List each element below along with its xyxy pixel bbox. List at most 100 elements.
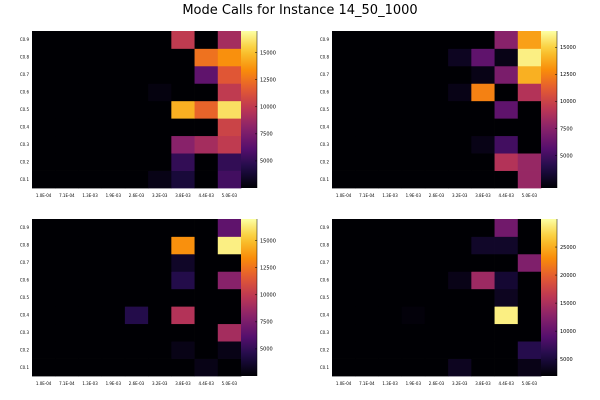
heatmap-cell: [55, 135, 79, 154]
heatmap-cell: [401, 306, 426, 325]
heatmap-cell: [194, 31, 219, 49]
heatmap-cell: [401, 118, 426, 137]
x-tick-label: 4.4E-03: [198, 193, 214, 198]
heatmap-cell: [101, 118, 126, 137]
heatmap-cell: [217, 323, 242, 342]
heatmap-cell: [171, 65, 195, 84]
y-tick-label: C0.3: [20, 142, 30, 147]
y-tick-label: C0.5: [20, 295, 30, 300]
heatmap-cell: [378, 219, 403, 237]
y-tick-label: C0.2: [20, 159, 30, 164]
heatmap-cell: [78, 306, 103, 325]
heatmap-cell: [517, 341, 542, 359]
heatmap-cell: [78, 219, 103, 237]
heatmap-cell: [101, 323, 126, 342]
heatmap-cell: [148, 65, 172, 84]
heatmap-cell: [517, 271, 542, 290]
heatmap-cell: [78, 153, 103, 171]
heatmap-cell: [101, 170, 126, 189]
heatmap-cell: [101, 135, 126, 154]
y-tick-label: C0.7: [20, 72, 30, 77]
colorbar-tick-label: 5000: [260, 159, 273, 165]
heatmap-cell: [32, 358, 56, 377]
heatmap-cell: [217, 170, 242, 189]
heatmap-cell: [171, 118, 195, 137]
heatmap-cell: [32, 100, 56, 119]
heatmap-cell: [378, 48, 403, 67]
heatmap-cell: [332, 288, 356, 307]
heatmap-cell: [194, 100, 219, 119]
heatmap-cell: [355, 341, 379, 359]
heatmap-cell: [448, 118, 472, 137]
heatmap-cell: [355, 153, 379, 171]
heatmap-cell: [494, 358, 519, 377]
heatmap-cell: [101, 65, 126, 84]
y-tick-label: C0.6: [320, 278, 330, 283]
heatmap-cell: [171, 135, 195, 154]
heatmap-cell: [424, 65, 449, 84]
colorbar-tick-label: 7500: [260, 132, 273, 138]
colorbar: [541, 31, 557, 188]
x-tick-label: 7.1E-04: [59, 381, 75, 386]
x-tick-label: 2.6E-03: [129, 193, 145, 198]
heatmap-cell: [471, 306, 495, 325]
heatmap-cell: [471, 100, 495, 119]
heatmap-cell: [194, 253, 219, 272]
heatmap-cell: [148, 100, 172, 119]
y-tick-label: C0.4: [20, 124, 30, 129]
heatmap-cell: [124, 48, 149, 67]
y-tick-label: C0.4: [20, 312, 30, 317]
heatmap-cell: [32, 83, 56, 102]
heatmap-cell: [424, 83, 449, 102]
heatmap-cell: [448, 288, 472, 307]
x-tick-label: 1.9E-03: [406, 193, 422, 198]
heatmap-cell: [78, 65, 103, 84]
heatmap-cell: [401, 48, 426, 67]
heatmap-cell: [101, 358, 126, 377]
heatmap-cell: [332, 219, 356, 237]
heatmap-cell: [471, 358, 495, 377]
heatmap-cell: [401, 271, 426, 290]
y-tick-label: C0.3: [20, 330, 30, 335]
heatmap-cell: [124, 153, 149, 171]
heatmap-cell: [171, 31, 195, 49]
heatmap-cell: [355, 219, 379, 237]
heatmap-cell: [217, 153, 242, 171]
heatmap-cell: [194, 83, 219, 102]
heatmap-cell: [194, 271, 219, 290]
heatmap-cell: [471, 65, 495, 84]
heatmap-cell: [32, 118, 56, 137]
heatmap-cell: [171, 271, 195, 290]
heatmap-cell: [332, 153, 356, 171]
heatmap-cell: [448, 170, 472, 189]
heatmap-cell: [101, 153, 126, 171]
x-tick-label: 1.9E-03: [106, 193, 122, 198]
heatmap-cell: [78, 323, 103, 342]
heatmap-cell: [471, 219, 495, 237]
y-tick-label: C0.3: [320, 330, 330, 335]
y-tick-label: C0.2: [320, 159, 330, 164]
heatmap-cell: [332, 83, 356, 102]
heatmap-cell: [55, 253, 79, 272]
x-tick-label: 1.0E-04: [336, 193, 352, 198]
x-tick-label: 1.3E-03: [82, 381, 98, 386]
heatmap-cell: [55, 65, 79, 84]
heatmap-cell: [55, 219, 79, 237]
heatmap-cell: [194, 358, 219, 377]
heatmap-cell: [471, 288, 495, 307]
colorbar: [241, 219, 257, 376]
heatmap-cell: [148, 358, 172, 377]
heatmap-cell: [217, 236, 242, 255]
y-tick-label: C0.8: [20, 243, 30, 248]
heatmap-cell: [171, 48, 195, 67]
x-tick-label: 3.8E-03: [175, 381, 191, 386]
heatmap-cell: [217, 48, 242, 67]
heatmap-cell: [494, 253, 519, 272]
heatmap-cell: [332, 253, 356, 272]
y-tick-label: C0.8: [20, 55, 30, 60]
heatmap-cell: [194, 118, 219, 137]
heatmap-cell: [78, 253, 103, 272]
heatmap-cell: [471, 153, 495, 171]
heatmap-cell: [378, 271, 403, 290]
